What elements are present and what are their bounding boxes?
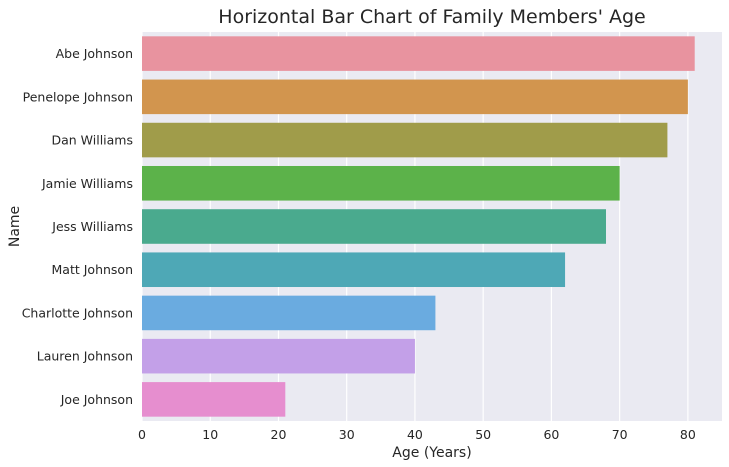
bars xyxy=(142,36,695,417)
x-tick-label: 30 xyxy=(339,427,355,442)
x-tick-label: 60 xyxy=(543,427,559,442)
x-tick-label: 40 xyxy=(407,427,423,442)
y-axis-label: Name xyxy=(7,206,23,247)
y-tick-label: Lauren Johnson xyxy=(37,349,133,364)
y-tick-label: Dan Williams xyxy=(51,133,133,148)
bar xyxy=(142,295,436,331)
y-tick-label: Charlotte Johnson xyxy=(22,305,133,320)
x-tick-label: 0 xyxy=(138,427,146,442)
bar xyxy=(142,209,606,244)
bar xyxy=(142,382,286,417)
y-tick-label: Abe Johnson xyxy=(56,46,133,61)
x-axis-label: Age (Years) xyxy=(392,445,471,461)
bar xyxy=(142,79,688,115)
bar xyxy=(142,338,415,374)
y-tick-label: Penelope Johnson xyxy=(23,89,133,104)
y-tick-labels: Abe Johnson Penelope Johnson Dan Williams J… xyxy=(22,46,133,407)
y-tick-label: Matt Johnson xyxy=(52,262,133,277)
y-tick-label: Jamie Williams xyxy=(41,176,133,191)
y-tick-label: Joe Johnson xyxy=(60,392,133,407)
x-tick-label: 10 xyxy=(202,427,218,442)
bar xyxy=(142,165,620,201)
x-tick-label: 80 xyxy=(680,427,696,442)
x-tick-label: 20 xyxy=(271,427,287,442)
x-tick-label: 50 xyxy=(475,427,491,442)
x-tick-label: 70 xyxy=(612,427,628,442)
x-tick-labels: 0 10 20 30 40 50 60 70 80 xyxy=(138,427,696,442)
bar xyxy=(142,122,668,158)
bar xyxy=(142,36,695,71)
y-tick-label: Jess Williams xyxy=(51,219,133,234)
bar xyxy=(142,252,566,288)
chart-title: Horizontal Bar Chart of Family Members' … xyxy=(218,6,645,28)
